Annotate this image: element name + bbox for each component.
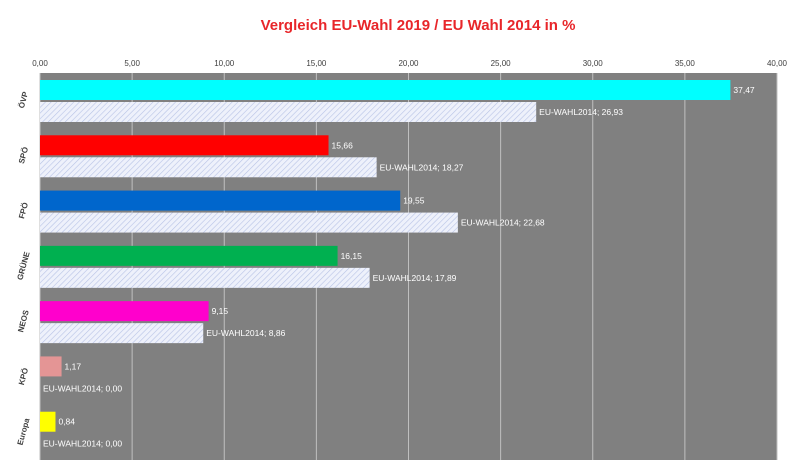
bars: [40, 80, 731, 432]
bar-2014: [40, 212, 458, 233]
data-label-2014: EU-WAHL2014; 26,93: [539, 107, 623, 117]
x-tick-label: 5,00: [124, 59, 140, 68]
x-tick-label: 10,00: [214, 59, 235, 68]
data-label-2014: EU-WAHL2014; 18,27: [380, 162, 464, 172]
bar-2019: [40, 356, 62, 377]
data-label-2019: 9,15: [212, 306, 229, 316]
data-label-2019: 15,66: [332, 140, 354, 150]
category-label: FPÖ: [17, 201, 30, 219]
bar-2019: [40, 301, 209, 322]
data-label-2014: EU-WAHL2014; 8,86: [206, 328, 285, 338]
category-label: GRÜNE: [15, 250, 31, 281]
x-tick-label: 0,00: [32, 59, 48, 68]
bar-2019: [40, 245, 338, 266]
category-label: Europa: [16, 417, 32, 446]
bar-2014: [40, 267, 370, 288]
category-labels: ÖVP SPÖ FPÖ GRÜNE NEOS KPÖ Europa: [15, 90, 31, 446]
category-label: SPÖ: [17, 146, 30, 165]
x-tick-label: 30,00: [583, 59, 604, 68]
x-axis-ticks: 0,00 5,00 10,00 15,00 20,00 25,00 30,00 35,00 40…: [32, 59, 787, 68]
data-labels: 37,47 EU-WAHL2014; 26,93 15,66 EU-WAHL2014;…: [43, 85, 755, 449]
data-label-2014: EU-WAHL2014; 17,89: [373, 273, 457, 283]
bar-2014: [40, 157, 377, 178]
data-label-2019: 0,84: [58, 417, 75, 427]
data-label-2014: EU-WAHL2014; 0,00: [43, 383, 122, 393]
category-label: NEOS: [16, 308, 31, 333]
bar-2019: [40, 411, 56, 432]
bar-2019: [40, 80, 731, 100]
data-label-2019: 19,55: [403, 196, 425, 206]
bar-2014: [40, 102, 537, 122]
bar-2019: [40, 190, 401, 211]
category-label: ÖVP: [17, 90, 30, 109]
data-label-2019: 16,15: [341, 251, 363, 261]
category-label: KPÖ: [17, 367, 30, 386]
x-tick-label: 20,00: [398, 59, 419, 68]
chart-title: Vergleich EU-Wahl 2019 / EU Wahl 2014 in…: [261, 17, 576, 34]
x-tick-label: 40,00: [767, 59, 788, 68]
data-label-2019: 37,47: [733, 85, 755, 95]
bar-2019: [40, 135, 329, 156]
data-label-2014: EU-WAHL2014; 22,68: [461, 218, 545, 228]
x-tick-label: 35,00: [675, 59, 696, 68]
data-label-2014: EU-WAHL2014; 0,00: [43, 439, 122, 449]
bar-2014: [40, 323, 204, 344]
x-tick-label: 15,00: [306, 59, 327, 68]
x-tick-label: 25,00: [491, 59, 512, 68]
data-label-2019: 1,17: [65, 361, 82, 371]
